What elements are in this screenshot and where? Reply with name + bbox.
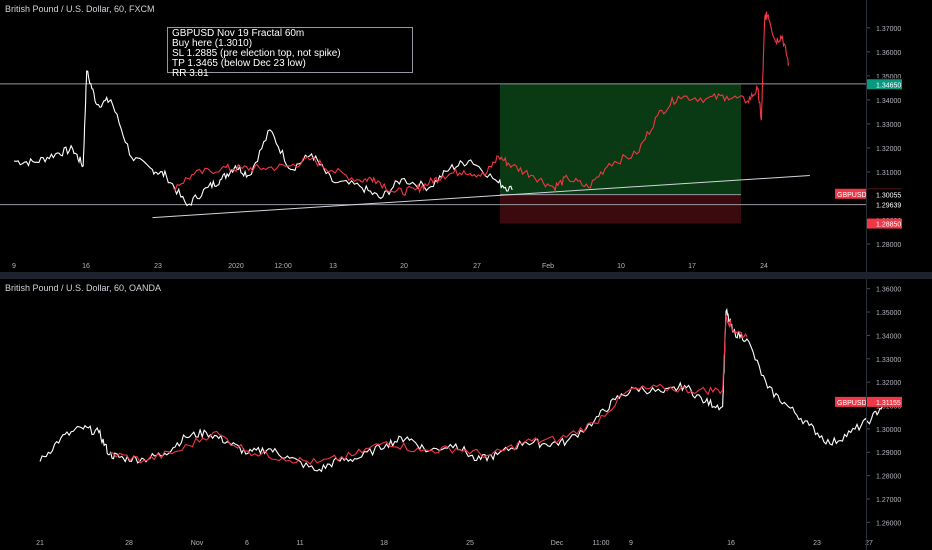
x-tick-label: 9: [629, 540, 633, 547]
x-tick-label: 2020: [228, 263, 244, 270]
y-tick-label: 1.34000: [876, 333, 901, 340]
x-tick-label: 11:00: [593, 540, 610, 547]
x-tick-label: 10: [617, 263, 625, 270]
y-tick-label: 1.30000: [876, 427, 901, 434]
price-badge-bg: [867, 79, 902, 90]
y-tick-label: 1.28000: [876, 242, 901, 249]
bottom-symbol-title: British Pound / U.S. Dollar, 60, OANDA: [5, 283, 162, 293]
x-tick-label: 16: [82, 263, 90, 270]
x-tick-label: 20: [400, 263, 408, 270]
series-line-0: [39, 307, 886, 473]
trade-note-box[interactable]: GBPUSD Nov 19 Fractal 60m Buy here (1.30…: [167, 27, 413, 79]
x-tick-label: 9: [12, 263, 16, 270]
series-line-1: [109, 315, 748, 466]
trendline: [152, 175, 810, 219]
top-symbol-title: British Pound / U.S. Dollar, 60, FXCM: [5, 4, 155, 14]
y-tick-label: 1.32000: [876, 146, 901, 153]
price-badge-bg: [866, 199, 903, 211]
badge-symbol-label: GBPUSD: [837, 192, 867, 199]
badge-symbol-label: GBPUSD: [837, 400, 867, 407]
y-tick-label: 1.33000: [876, 122, 901, 129]
x-tick-label: 23: [813, 540, 821, 547]
note-line-5: RR 3.81: [172, 68, 209, 79]
x-tick-label: 13: [329, 263, 337, 270]
x-tick-label: 25: [466, 540, 474, 547]
badge-symbol-bg: [835, 188, 866, 199]
y-tick-label: 1.33000: [876, 357, 901, 364]
price-badge-bg: [867, 396, 902, 407]
top-chart-pane[interactable]: 1.280001.290001.300001.310001.320001.330…: [0, 0, 932, 272]
x-tick-label: 12:00: [274, 263, 292, 270]
price-badge-label: 1.34650: [876, 82, 901, 89]
y-tick-label: 1.36000: [876, 50, 901, 57]
x-tick-label: 27: [865, 540, 873, 547]
note-line-2: Buy here (1.3010): [172, 38, 253, 49]
x-tick-label: 23: [154, 263, 162, 270]
bottom-chart-canvas[interactable]: 1.26000 1.27000 1.28000 1.29000 1.30000 1.310…: [0, 279, 932, 550]
note-line-1: GBPUSD Nov 19 Fractal 60m: [172, 28, 305, 39]
price-badge-bg: [867, 218, 902, 229]
x-tick-label: 18: [380, 540, 388, 547]
y-tick-label: 1.27000: [876, 497, 901, 504]
x-tick-label: 17: [688, 263, 696, 270]
pane-divider[interactable]: [0, 272, 932, 279]
price-badge-label: 1.28850: [876, 222, 901, 229]
price-badge-label: 1.30055: [876, 193, 901, 200]
series-line-0: [13, 70, 513, 207]
x-tick-label: 16: [727, 540, 735, 547]
x-tick-label: 24: [760, 263, 768, 270]
x-tick-label: 27: [473, 263, 481, 270]
y-tick-label: 1.36000: [876, 287, 901, 294]
x-tick-label: 6: [245, 540, 249, 547]
y-tick-label: 1.34000: [876, 98, 901, 105]
y-tick-label: 1.37000: [876, 26, 901, 33]
x-tick-label: 28: [125, 540, 133, 547]
y-tick-label: 1.29000: [876, 450, 901, 457]
bottom-chart-pane[interactable]: 1.26000 1.27000 1.28000 1.29000 1.30000 1.310…: [0, 279, 932, 550]
note-line-4: TP 1.3465 (below Dec 23 low): [172, 58, 306, 69]
target-profit-zone: [500, 83, 741, 195]
x-tick-label: Nov: [191, 540, 204, 547]
y-tick-label: 1.31000: [876, 170, 901, 177]
series-line-1: [172, 11, 790, 197]
badge-symbol-bg: [835, 396, 866, 407]
top-chart-canvas[interactable]: 1.280001.290001.300001.310001.320001.330…: [0, 0, 932, 272]
y-tick-label: 1.26000: [876, 520, 901, 527]
price-badge-label: 1.31155: [876, 400, 901, 407]
x-tick-label: Feb: [542, 263, 554, 270]
y-tick-label: 1.28000: [876, 474, 901, 481]
x-tick-label: 21: [36, 540, 44, 547]
y-tick-label: 1.35000: [876, 74, 901, 81]
y-tick-label: 1.35000: [876, 310, 901, 317]
y-tick-label: 1.31000: [876, 403, 901, 410]
stop-loss-zone: [500, 194, 741, 224]
x-tick-label: Dec: [551, 540, 564, 547]
x-tick-label: 11: [296, 540, 303, 547]
y-tick-label: 1.32000: [876, 380, 901, 387]
top-price-axis-separator: [866, 0, 867, 272]
price-badge-label: 1.29639: [876, 203, 901, 210]
note-line-3: SL 1.2885 (pre election top, not spike): [172, 48, 341, 59]
bottom-price-axis-separator: [866, 279, 867, 550]
